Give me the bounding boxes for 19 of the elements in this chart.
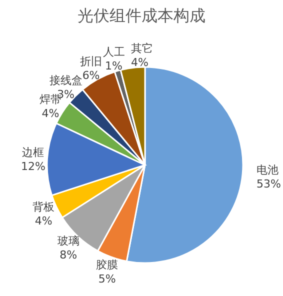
slice-label: 玻璃 <box>57 234 80 248</box>
slice-label: 边框 <box>22 146 44 159</box>
slice-label: 折旧 <box>80 54 102 68</box>
data-label: 8% <box>60 248 78 262</box>
data-label: 4% <box>42 106 60 120</box>
data-label: 4% <box>130 56 148 69</box>
slice-label: 背板 <box>32 200 55 214</box>
data-label: 1% <box>105 59 122 72</box>
slice-label: 人工 <box>102 45 125 58</box>
slice-label: 胶膜 <box>96 258 118 272</box>
slice-label: 接线盒 <box>49 74 82 87</box>
data-label: 12% <box>20 160 46 173</box>
chart-title: 光伏组件成本构成 <box>76 6 206 27</box>
data-label: 6% <box>82 68 100 82</box>
slice-label: 电池 <box>256 164 279 177</box>
slice-label: 其它 <box>130 42 153 55</box>
data-label: 53% <box>256 178 281 191</box>
data-label: 4% <box>34 214 52 228</box>
data-label: 5% <box>98 272 116 286</box>
